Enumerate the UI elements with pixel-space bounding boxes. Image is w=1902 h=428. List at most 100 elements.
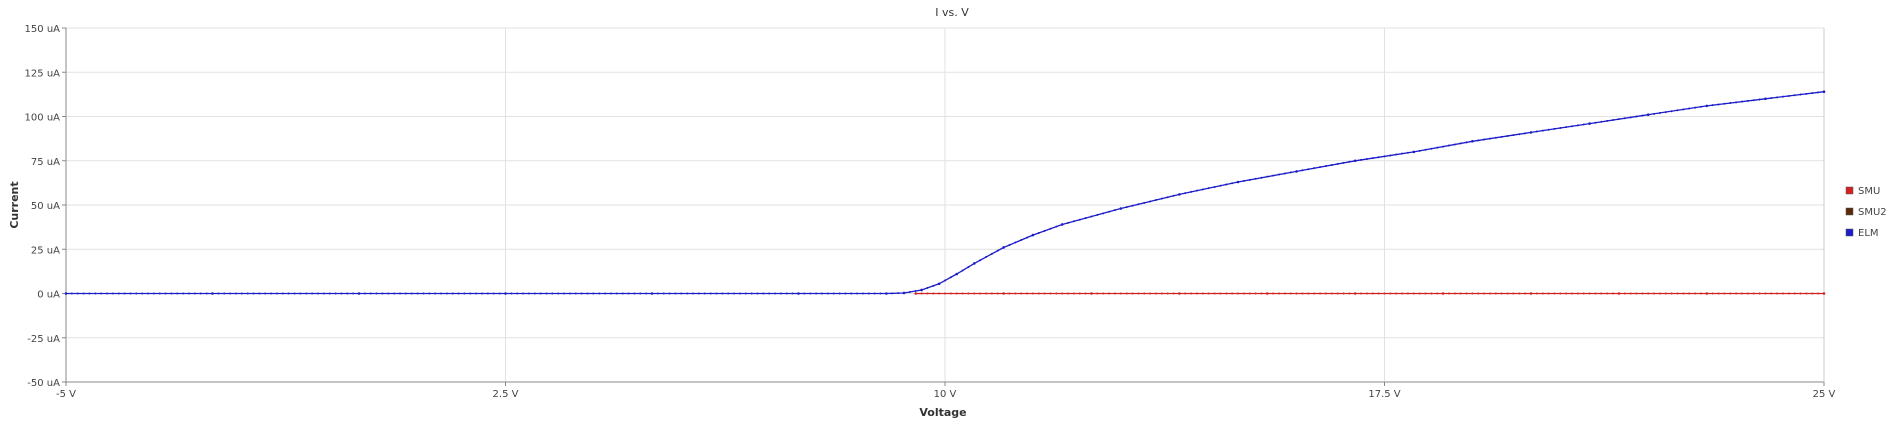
marker-dot — [1026, 292, 1029, 295]
marker-dot — [961, 292, 964, 295]
marker-dot — [1664, 111, 1667, 114]
marker-dot — [1717, 103, 1720, 106]
marker-dot — [1371, 157, 1374, 160]
marker-dot — [399, 292, 402, 295]
marker-dot — [1664, 292, 1667, 295]
marker-dot — [1746, 292, 1749, 295]
legend[interactable]: SMU SMU2 ELM — [1845, 186, 1887, 239]
marker-dot — [1102, 212, 1105, 215]
marker-dot — [1453, 292, 1456, 295]
marker-dot — [504, 292, 507, 295]
marker-dot — [1272, 174, 1275, 177]
marker-dot — [1219, 292, 1222, 295]
marker-dot — [1207, 187, 1210, 190]
marker-dot — [193, 292, 196, 295]
marker-dot — [1283, 292, 1286, 295]
legend-item-elm[interactable]: ELM — [1845, 228, 1879, 239]
marker-dot — [1348, 160, 1351, 163]
marker-dot — [1225, 183, 1228, 186]
legend-swatch — [1845, 228, 1854, 237]
grid-lines — [65, 27, 1825, 383]
marker-dot — [1617, 292, 1620, 295]
legend-item-smu2[interactable]: SMU2 — [1845, 207, 1887, 218]
marker-dot — [1653, 112, 1656, 115]
marker-dot — [826, 292, 829, 295]
marker-dot — [815, 292, 818, 295]
marker-dot — [1571, 125, 1574, 128]
marker-dot — [1406, 292, 1409, 295]
marker-dot — [1278, 173, 1281, 176]
marker-dot — [135, 292, 138, 295]
marker-dot — [246, 292, 249, 295]
marker-dot — [1635, 292, 1638, 295]
marker-dot — [158, 292, 161, 295]
series-layer — [64, 90, 1826, 295]
marker-dot — [1113, 292, 1116, 295]
marker-dot — [1119, 292, 1122, 295]
marker-dot — [1471, 292, 1474, 295]
marker-dot — [621, 292, 624, 295]
marker-dot — [1676, 109, 1679, 112]
marker-dot — [1799, 93, 1802, 96]
marker-dot — [908, 290, 911, 293]
legend-item-smu[interactable]: SMU — [1845, 186, 1880, 197]
marker-dot — [252, 292, 255, 295]
marker-dot — [1483, 292, 1486, 295]
marker-dot — [1547, 128, 1550, 131]
marker-dot — [1412, 292, 1415, 295]
marker-dot — [1500, 135, 1503, 138]
marker-dot — [967, 265, 970, 268]
marker-dot — [422, 292, 425, 295]
y-tick-label: 125 uA — [25, 68, 61, 79]
marker-dot — [1565, 292, 1568, 295]
marker-dot — [979, 292, 982, 295]
marker-dot — [1477, 292, 1480, 295]
marker-dot — [897, 292, 900, 295]
marker-dot — [1172, 292, 1175, 295]
marker-dot — [721, 292, 724, 295]
marker-dot — [1764, 292, 1767, 295]
marker-dot — [1336, 162, 1339, 165]
marker-dot — [955, 273, 958, 276]
marker-dot — [463, 292, 466, 295]
marker-dot — [1705, 292, 1708, 295]
marker-dot — [1061, 223, 1064, 226]
marker-dot — [1682, 108, 1685, 111]
y-tick-label: 0 uA — [37, 290, 60, 301]
marker-dot — [1494, 292, 1497, 295]
marker-dot — [1588, 122, 1591, 125]
marker-dot — [1787, 94, 1790, 97]
marker-dot — [1729, 102, 1732, 105]
marker-dot — [1166, 196, 1169, 199]
marker-dot — [387, 292, 390, 295]
marker-dot — [1576, 292, 1579, 295]
marker-dot — [1524, 292, 1527, 295]
marker-dot — [510, 292, 513, 295]
marker-dot — [1805, 292, 1808, 295]
marker-dot — [1576, 124, 1579, 127]
marker-dot — [340, 292, 343, 295]
marker-dot — [1072, 292, 1075, 295]
marker-dot — [428, 292, 431, 295]
marker-dot — [1278, 292, 1281, 295]
marker-dot — [1453, 143, 1456, 146]
marker-dot — [123, 292, 126, 295]
marker-dot — [1459, 292, 1462, 295]
marker-dot — [293, 292, 296, 295]
y-tick-label: 100 uA — [25, 113, 61, 124]
marker-dot — [861, 292, 864, 295]
marker-dot — [1043, 229, 1046, 232]
marker-dot — [352, 292, 355, 295]
marker-dot — [1078, 218, 1081, 221]
marker-dot — [1506, 292, 1509, 295]
marker-dot — [785, 292, 788, 295]
y-tick-label: 50 uA — [31, 201, 60, 212]
marker-dot — [1541, 292, 1544, 295]
marker-dot — [609, 292, 612, 295]
marker-dot — [1553, 127, 1556, 130]
marker-dot — [1612, 119, 1615, 122]
y-tick-label: 150 uA — [25, 24, 61, 35]
marker-dot — [1647, 292, 1650, 295]
marker-dot — [1383, 292, 1386, 295]
marker-dot — [1090, 292, 1093, 295]
